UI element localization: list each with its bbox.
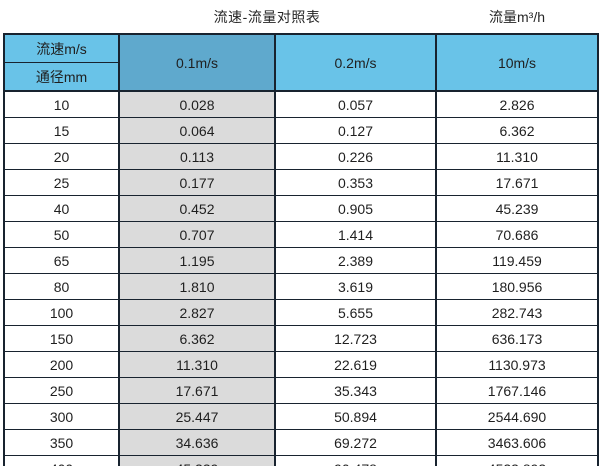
- flow-value-cell: 3.619: [274, 273, 437, 300]
- flow-value-cell: 45.239: [435, 195, 599, 222]
- flow-value-cell: 25.447: [118, 403, 276, 430]
- diameter-cell: 200: [3, 351, 120, 378]
- flow-value-cell: 636.173: [435, 325, 599, 352]
- corner-cell-diameter: 通径mm: [3, 62, 120, 92]
- flow-velocity-table: 流速m/s 0.1m/s 0.2m/s 10m/s 通径mm 10 0.028 0.…: [3, 33, 599, 466]
- diameter-cell: 80: [3, 273, 120, 300]
- diameter-cell: 50: [3, 221, 120, 248]
- header-row-top: 流速m/s 0.1m/s 0.2m/s 10m/s: [3, 33, 599, 92]
- flow-value-cell: 35.343: [274, 377, 437, 404]
- diameter-cell: 300: [3, 403, 120, 430]
- title-bar: 流速-流量对照表 流量m³/h: [0, 0, 600, 33]
- column-header-0-2ms: 0.2m/s: [274, 33, 437, 92]
- diameter-cell: 400: [3, 455, 120, 466]
- table-row: 40045.23990.4784523.893: [3, 455, 599, 466]
- flow-value-cell: 0.452: [118, 195, 276, 222]
- flow-value-cell: 0.057: [274, 90, 437, 118]
- table-row: 350 34.636 69.272 3463.606: [3, 429, 599, 456]
- flow-value-cell: 34.636: [118, 429, 276, 456]
- flow-value-cell: 17.671: [118, 377, 276, 404]
- flow-value-cell: 2.827: [118, 299, 276, 326]
- flow-value-cell: 1.195: [118, 247, 276, 274]
- flow-value-cell: 11.310: [118, 351, 276, 378]
- flow-value-cell: 12.723: [274, 325, 437, 352]
- flow-value-cell: 0.226: [274, 143, 437, 170]
- flow-value-cell: 2544.690: [435, 403, 599, 430]
- flow-value-cell: 0.905: [274, 195, 437, 222]
- table-row: 100 2.827 5.655 282.743: [3, 299, 599, 326]
- flow-value-cell: 119.459: [435, 247, 599, 274]
- diameter-cell: 350: [3, 429, 120, 456]
- flow-value-cell: 0.177: [118, 169, 276, 196]
- flow-value-cell: 0.353: [274, 169, 437, 196]
- diameter-cell: 100: [3, 299, 120, 326]
- page-title: 流速-流量对照表: [213, 9, 321, 25]
- table-row: 25 0.177 0.353 17.671: [3, 169, 599, 196]
- table-row: 80 1.810 3.619 180.956: [3, 273, 599, 300]
- table-row: 250 17.671 35.343 1767.146: [3, 377, 599, 404]
- flow-value-cell: 4523.893: [435, 455, 599, 466]
- flow-value-cell: 0.127: [274, 117, 437, 144]
- flow-value-cell: 2.389: [274, 247, 437, 274]
- flow-value-cell: 0.028: [118, 90, 276, 118]
- flow-value-cell: 22.619: [274, 351, 437, 378]
- flow-value-cell: 180.956: [435, 273, 599, 300]
- diameter-cell: 250: [3, 377, 120, 404]
- flow-value-cell: 69.272: [274, 429, 437, 456]
- diameter-cell: 65: [3, 247, 120, 274]
- flow-value-cell: 70.686: [435, 221, 599, 248]
- flow-rate-unit-label: 流量m³/h: [489, 9, 545, 25]
- flow-value-cell: 1.414: [274, 221, 437, 248]
- flow-value-cell: 3463.606: [435, 429, 599, 456]
- diameter-cell: 25: [3, 169, 120, 196]
- flow-value-cell: 5.655: [274, 299, 437, 326]
- flow-value-cell: 11.310: [435, 143, 599, 170]
- flow-value-cell: 50.894: [274, 403, 437, 430]
- table-row: 150 6.362 12.723 636.173: [3, 325, 599, 352]
- flow-value-cell: 6.362: [435, 117, 599, 144]
- flow-value-cell: 17.671: [435, 169, 599, 196]
- corner-cell-velocity: 流速m/s: [3, 33, 120, 63]
- flow-value-cell: 1767.146: [435, 377, 599, 404]
- table-row: 50 0.707 1.414 70.686: [3, 221, 599, 248]
- table-header: 流速m/s 0.1m/s 0.2m/s 10m/s 通径mm: [3, 33, 599, 92]
- diameter-cell: 20: [3, 143, 120, 170]
- table-row: 65 1.195 2.389 119.459: [3, 247, 599, 274]
- flow-value-cell: 0.113: [118, 143, 276, 170]
- table-body: 10 0.028 0.057 2.826 15 0.064 0.127 6.362 20 0.11…: [3, 90, 599, 466]
- flow-value-cell: 0.707: [118, 221, 276, 248]
- flow-value-cell: 6.362: [118, 325, 276, 352]
- diameter-cell: 40: [3, 195, 120, 222]
- diameter-cell: 150: [3, 325, 120, 352]
- flow-value-cell: 2.826: [435, 90, 599, 118]
- column-header-10ms: 10m/s: [435, 33, 599, 92]
- flow-value-cell: 0.064: [118, 117, 276, 144]
- table-row: 10 0.028 0.057 2.826: [3, 90, 599, 118]
- column-header-0-1ms: 0.1m/s: [118, 33, 276, 92]
- table-row: 40 0.452 0.905 45.239: [3, 195, 599, 222]
- diameter-cell: 10: [3, 90, 120, 118]
- flow-value-cell: 45.239: [118, 455, 276, 466]
- table-row: 300 25.447 50.894 2544.690: [3, 403, 599, 430]
- flow-value-cell: 90.478: [274, 455, 437, 466]
- flow-value-cell: 1.810: [118, 273, 276, 300]
- flow-value-cell: 282.743: [435, 299, 599, 326]
- table-row: 20 0.113 0.226 11.310: [3, 143, 599, 170]
- diameter-cell: 15: [3, 117, 120, 144]
- table-row: 15 0.064 0.127 6.362: [3, 117, 599, 144]
- table-row: 200 11.310 22.619 1130.973: [3, 351, 599, 378]
- flow-value-cell: 1130.973: [435, 351, 599, 378]
